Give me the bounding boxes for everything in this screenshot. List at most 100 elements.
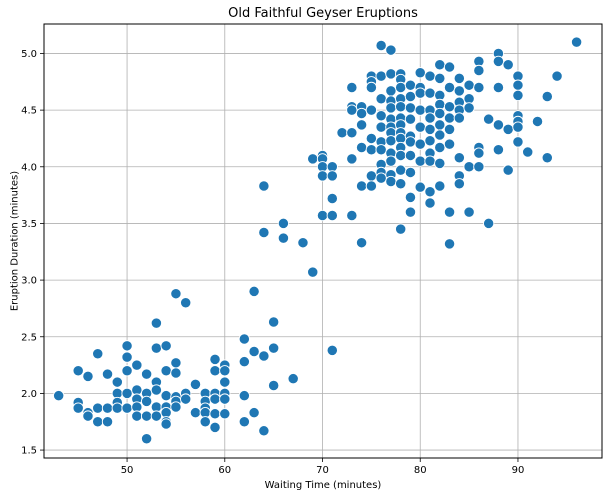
y-tick-label: 5.0 [21,49,37,60]
data-point [453,112,465,124]
data-point [150,410,163,422]
data-point [82,410,94,422]
data-point [248,285,260,298]
data-point [140,410,153,422]
data-point [414,181,426,193]
data-point [502,123,514,136]
y-tick-label: 2.0 [21,389,37,400]
data-point [395,223,407,235]
data-point [375,110,387,122]
data-point [258,180,270,192]
data-point [443,81,456,94]
data-point [336,127,348,139]
data-point [238,416,250,428]
data-point [434,141,446,154]
y-tick-label: 3.5 [21,219,37,230]
y-tick-label: 1.5 [21,446,37,457]
data-point [277,232,290,244]
data-point [434,59,446,71]
data-point [492,119,505,131]
data-point [365,144,378,156]
data-point [209,353,221,366]
data-point [434,180,446,192]
data-point [365,81,378,94]
data-point [443,138,456,150]
data-point [404,149,417,162]
data-point [512,121,524,133]
data-point [463,79,475,91]
y-axis-label: Eruption Duration (minutes) [10,171,21,311]
data-point [53,390,65,402]
data-point [355,107,368,120]
data-point [424,87,436,99]
data-point [570,36,583,48]
data-point [121,365,133,377]
data-point [365,180,378,192]
data-point [502,164,514,176]
data-point [346,153,358,165]
data-point [180,393,192,405]
data-point [258,226,270,239]
data-point [307,266,319,278]
data-point [238,390,250,402]
data-point [160,365,172,377]
data-point [385,155,397,167]
data-point [463,206,475,218]
data-point [453,152,465,164]
data-point [101,368,114,380]
data-point [238,356,250,368]
data-point [346,81,358,94]
data-point [121,340,133,352]
data-point [140,395,153,407]
y-tick-label: 4.0 [21,162,37,173]
y-tick-label: 2.5 [21,332,37,343]
data-point [219,376,231,388]
data-point [404,136,417,148]
data-point [355,119,368,131]
data-point [267,379,280,392]
x-tick-label: 60 [218,465,231,476]
data-point [443,123,456,136]
data-point [365,104,378,116]
data-point [424,186,436,198]
x-axis-label: Waiting Time (minutes) [265,480,382,491]
data-point [385,85,397,97]
data-point [82,370,94,383]
data-point [434,157,446,170]
data-point [92,348,104,360]
data-point [443,206,456,218]
data-point [150,317,163,329]
data-point [72,402,84,414]
data-point [180,297,192,309]
data-point [424,70,436,82]
data-point [375,172,387,184]
data-point [258,350,270,362]
data-point [121,402,133,414]
data-point [287,373,299,385]
data-point [395,149,407,162]
data-point [395,178,407,190]
data-point [346,104,358,116]
data-point [404,102,417,114]
data-point [365,170,378,182]
data-point [385,68,397,80]
data-point [131,359,143,371]
data-point [395,101,407,113]
data-point [424,197,436,209]
data-point [443,101,456,113]
data-point [326,344,338,356]
data-point [414,155,426,167]
data-point [414,67,426,79]
data-point [404,113,417,125]
data-point [404,206,417,218]
x-tick-label: 90 [512,465,525,476]
data-point [316,209,329,222]
data-point [541,90,553,103]
data-point [375,93,387,105]
data-point [355,141,368,154]
data-point [199,416,211,428]
data-point [121,351,133,363]
data-point [551,70,563,82]
data-point [375,39,387,52]
